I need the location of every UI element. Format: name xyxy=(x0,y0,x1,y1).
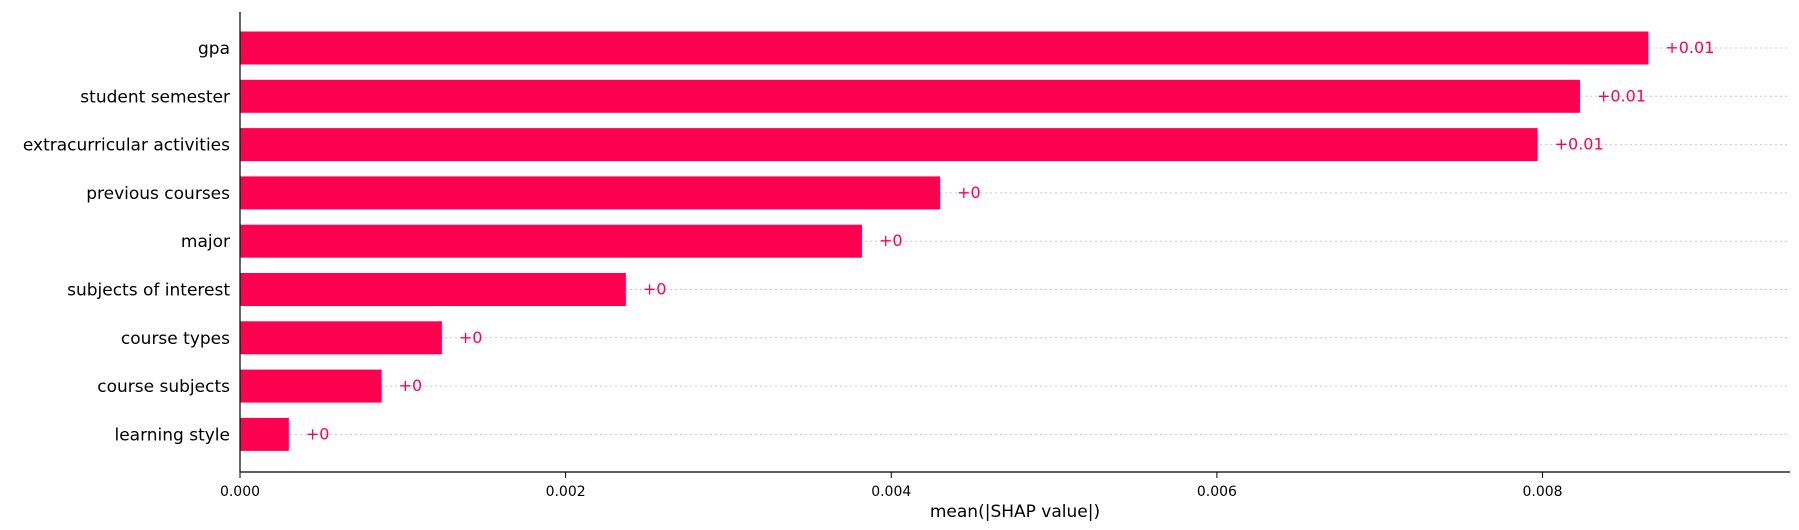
data-label: +0.01 xyxy=(1665,38,1714,57)
category-label: major xyxy=(181,232,230,252)
axes xyxy=(239,12,1790,473)
bar xyxy=(240,369,382,403)
category-label: course types xyxy=(121,329,230,349)
x-tick-label: 0.004 xyxy=(871,484,911,500)
bar xyxy=(240,224,862,258)
category-label: learning style xyxy=(114,425,230,445)
x-tick-label: 0.000 xyxy=(220,484,260,500)
category-label: gpa xyxy=(198,39,230,59)
data-label: +0 xyxy=(643,280,667,299)
bar xyxy=(240,176,941,210)
bar xyxy=(240,321,442,355)
x-axis-title: mean(|SHAP value|) xyxy=(930,502,1100,522)
category-label: subjects of interest xyxy=(67,281,230,301)
data-label: +0 xyxy=(957,183,981,202)
bar xyxy=(240,79,1580,113)
x-tick-label: 0.002 xyxy=(546,484,586,500)
category-label: previous courses xyxy=(86,184,230,204)
data-label: +0 xyxy=(306,424,330,443)
bars xyxy=(240,31,1649,451)
x-ticks: 0.000 0.002 0.004 0.006 0.008 xyxy=(220,472,1563,500)
category-labels: gpa student semester extracurricular activ… xyxy=(23,39,230,445)
data-label: +0 xyxy=(399,376,423,395)
data-labels: +0.01 +0.01 +0.01 +0 +0 +0 +0 +0 +0 xyxy=(306,38,1715,443)
category-label: student semester xyxy=(80,87,230,107)
x-tick-label: 0.008 xyxy=(1522,484,1562,500)
category-label: course subjects xyxy=(97,377,230,397)
data-label: +0 xyxy=(459,328,483,347)
data-label: +0.01 xyxy=(1555,135,1604,154)
category-label: extracurricular activities xyxy=(23,136,230,156)
bar xyxy=(240,417,289,451)
bar xyxy=(240,128,1538,162)
bar xyxy=(240,273,626,306)
bar xyxy=(240,31,1649,65)
x-tick-label: 0.006 xyxy=(1197,484,1237,500)
data-label: +0.01 xyxy=(1597,86,1646,105)
data-label: +0 xyxy=(879,231,903,250)
